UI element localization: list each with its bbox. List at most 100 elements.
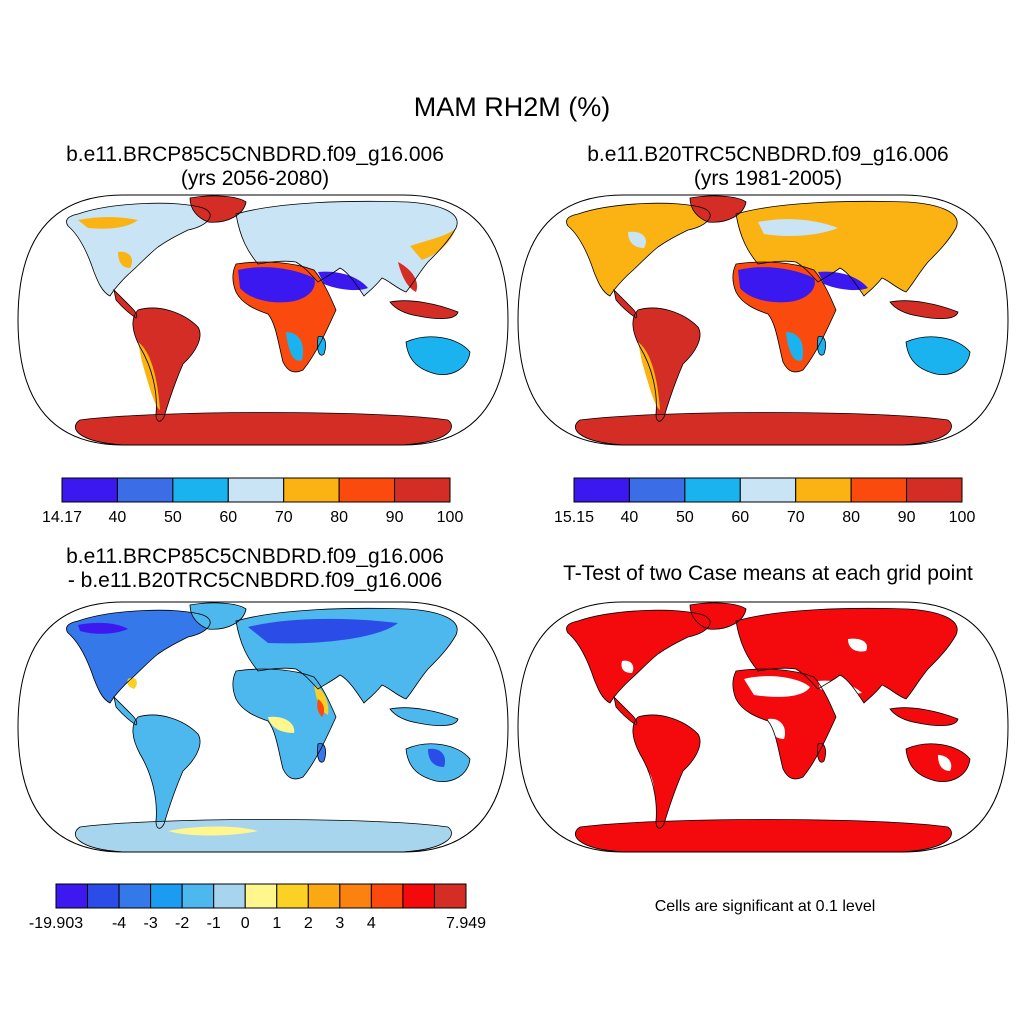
- coastline-north-america: [566, 202, 711, 297]
- field-patch: [818, 271, 868, 291]
- coastline-greenland: [189, 195, 247, 223]
- land-australia: [906, 743, 970, 782]
- land-madagascar: [817, 743, 826, 763]
- colorbar-tick-label: -19.903: [29, 915, 83, 932]
- land-antarctica: [575, 412, 952, 445]
- colorbar-swatch: [573, 477, 630, 503]
- coastline-antarctica: [575, 819, 952, 852]
- field-patch: [638, 342, 660, 410]
- coastline-madagascar: [817, 742, 826, 763]
- land-indonesia: [390, 707, 458, 726]
- land-north-america: [566, 203, 711, 296]
- land-greenland: [190, 195, 246, 223]
- coastline-africa: [732, 261, 837, 373]
- colorbar-swatch: [739, 477, 797, 503]
- coastline-eurasia: [735, 607, 958, 704]
- land-madagascar: [317, 336, 326, 356]
- coastline-eurasia: [235, 200, 458, 297]
- colorbar-control: 15.15 40 50 60 70 80 90 100: [554, 477, 975, 526]
- coastline-greenland: [189, 602, 247, 630]
- coastline-indonesia: [389, 300, 459, 320]
- coastline-central-america: [113, 695, 138, 726]
- colorbar-swatch: [172, 477, 229, 503]
- field-patch: [314, 685, 329, 715]
- map-frame: [517, 194, 1009, 446]
- land-layer: [566, 602, 971, 852]
- colorbar-difference: -19.903 -4 -3 -2 -1 0 1 2 3 4 7.949: [29, 883, 486, 932]
- panel-title-control: b.e11.B20TRC5CNBDRD.f09_g16.006 (yrs 198…: [518, 143, 1018, 191]
- field-patches: [78, 618, 446, 836]
- field-patch: [621, 660, 634, 673]
- colorbar-swatch: [402, 883, 435, 909]
- field-patch: [248, 618, 398, 644]
- field-patch: [768, 718, 786, 739]
- colorbar-tick-label: -1: [207, 915, 221, 932]
- colorbar-tick-label: 40: [621, 509, 639, 526]
- panel-title-case-line1: b.e11.BRCP85C5CNBDRD.f09_g16.006: [66, 143, 444, 166]
- panel-title-control-line1: b.e11.B20TRC5CNBDRD.f09_g16.006: [587, 143, 949, 166]
- land-greenland: [690, 602, 746, 630]
- land-australia: [906, 336, 970, 375]
- land-eurasia: [736, 608, 958, 703]
- field-patch: [428, 748, 446, 767]
- map-control-rh: [517, 194, 1009, 446]
- land-australia: [406, 336, 470, 375]
- field-patch: [286, 332, 304, 361]
- field-patches: [628, 219, 868, 410]
- land-antarctica: [75, 819, 452, 852]
- map-difference-rh: [17, 601, 509, 853]
- colorbar-swatch: [244, 883, 278, 909]
- colorbar-swatch: [55, 883, 89, 909]
- colorbar-tick-label: 1: [272, 915, 281, 932]
- colorbar-tick-label: 2: [304, 915, 313, 932]
- field-patch: [786, 332, 804, 361]
- panel-title-difference-line2: - b.e11.B20TRC5CNBDRD.f09_g16.006: [67, 569, 443, 592]
- colorbar-tick-label: 15.15: [554, 509, 594, 526]
- land-greenland: [690, 195, 746, 223]
- land-antarctica: [575, 819, 952, 852]
- land-south-america: [632, 714, 701, 829]
- field-patch: [118, 251, 133, 268]
- colorbar-swatch: [150, 883, 183, 909]
- panel-title-case: b.e11.BRCP85C5CNBDRD.f09_g16.006 (yrs 20…: [5, 143, 505, 191]
- colorbar-tick-label: 4: [367, 915, 376, 932]
- field-patch: [268, 716, 295, 733]
- field-patch: [398, 262, 418, 292]
- colorbar-tick-label: 70: [787, 509, 805, 526]
- land-antarctica: [75, 412, 452, 445]
- colorbar-tick-label: 50: [676, 509, 694, 526]
- colorbar-swatch: [276, 883, 309, 909]
- coastline-greenland: [689, 195, 747, 223]
- coastline-madagascar: [817, 335, 826, 356]
- map-frame: [517, 601, 1009, 853]
- panel-title-ttest: T-Test of two Case means at each grid po…: [518, 562, 1018, 586]
- field-patch: [646, 769, 655, 813]
- land-south-america: [632, 307, 701, 422]
- colorbar-swatch: [87, 883, 120, 909]
- panel-title-control-line2: (yrs 1981-2005): [693, 167, 843, 190]
- coastline-north-america: [566, 609, 711, 704]
- coastline-central-america: [613, 695, 638, 726]
- field-patches: [621, 638, 952, 813]
- land-central-america: [614, 290, 637, 318]
- colorbar-swatch: [433, 883, 467, 909]
- land-layer: [566, 195, 971, 445]
- land-central-america: [114, 697, 137, 725]
- colorbar-swatch: [684, 477, 741, 503]
- colorbar-swatch: [370, 883, 404, 909]
- significance-note: Cells are significant at 0.1 level: [654, 898, 876, 915]
- panel-title-difference: b.e11.BRCP85C5CNBDRD.f09_g16.006 - b.e11…: [5, 545, 505, 593]
- colorbar-tick-label: 100: [437, 509, 464, 526]
- coastline-africa: [232, 668, 337, 780]
- colorbar-swatch: [339, 883, 372, 909]
- panel-title-ttest-line1: T-Test of two Case means at each grid po…: [563, 562, 973, 585]
- field-patch: [848, 638, 868, 652]
- map-case-rh: [17, 194, 509, 446]
- field-patch: [238, 267, 315, 303]
- land-madagascar: [317, 743, 326, 763]
- coastline-greenland: [689, 602, 747, 630]
- coastline-australia: [905, 336, 971, 375]
- coastline-eurasia: [235, 607, 458, 704]
- land-south-america: [132, 714, 201, 829]
